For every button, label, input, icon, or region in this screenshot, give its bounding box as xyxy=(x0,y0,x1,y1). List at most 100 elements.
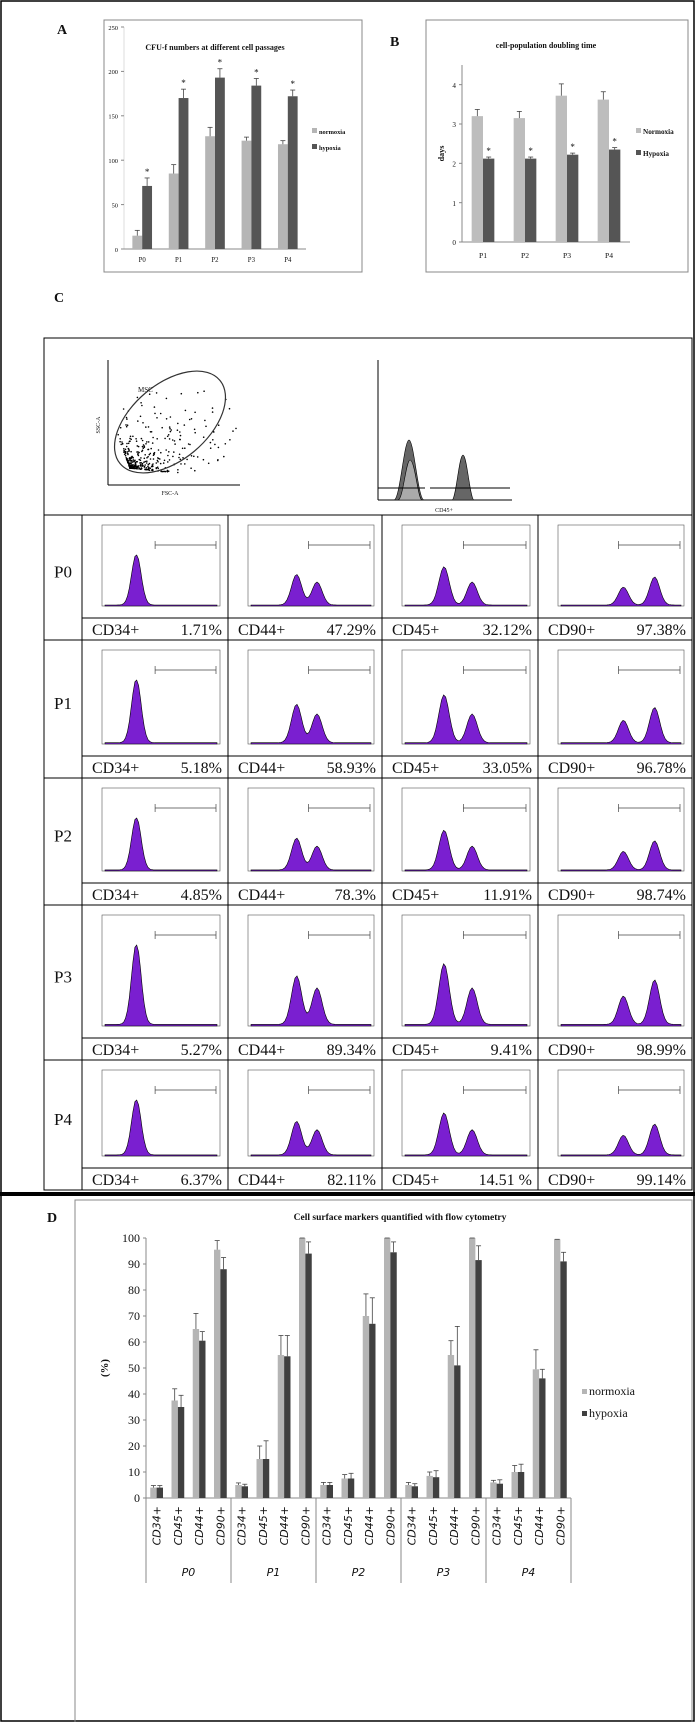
marker-percent: 9.41% xyxy=(491,1042,532,1059)
scatter-dot xyxy=(160,452,162,454)
scatter-dot xyxy=(194,412,196,414)
marker-label: CD45+ xyxy=(392,1042,439,1059)
bar xyxy=(193,1329,199,1498)
scatter-dot xyxy=(214,444,216,446)
scatter-dot xyxy=(144,469,146,471)
y-tick-label: 2 xyxy=(452,160,456,168)
panel-label: B xyxy=(390,35,399,50)
bar xyxy=(363,1316,369,1498)
x-tick-label: CD34+ xyxy=(151,1506,164,1545)
scatter-dot xyxy=(212,439,214,441)
scatter-dot xyxy=(131,465,133,467)
scatter-dot xyxy=(145,426,147,428)
marker-label: CD34+ xyxy=(92,760,139,777)
chart-title: CFU-f numbers at different cell passages xyxy=(145,43,284,52)
x-tick-label: P2 xyxy=(521,251,529,260)
scatter-dot xyxy=(133,461,135,463)
x-tick-label: P1 xyxy=(175,257,182,264)
scatter-dot xyxy=(150,467,152,469)
y-tick-label: 4 xyxy=(452,82,456,90)
marker-percent: 82.11% xyxy=(327,1172,376,1189)
marker-label: CD45+ xyxy=(392,1172,439,1189)
scatter-dot xyxy=(161,471,163,473)
x-tick-label: P2 xyxy=(211,257,219,264)
scatter-dot xyxy=(157,460,159,462)
bar xyxy=(284,1356,290,1498)
scatter-dot xyxy=(119,441,121,443)
x-tick-label: CD90+ xyxy=(469,1506,482,1545)
scatter-dot xyxy=(135,466,137,468)
scatter-dot xyxy=(126,417,128,419)
scatter-dot xyxy=(145,443,147,445)
y-tick-label: 50 xyxy=(112,202,118,209)
y-tick-label: 150 xyxy=(108,114,118,121)
scatter-dot xyxy=(130,458,132,460)
scatter-dot xyxy=(189,419,191,421)
axis-label: CD45+ xyxy=(435,508,453,514)
scatter-dot xyxy=(126,443,128,445)
scatter-dot xyxy=(157,468,159,470)
histogram-peak xyxy=(405,567,527,606)
x-tick-label: CD34+ xyxy=(236,1506,249,1545)
histogram-peak xyxy=(405,964,527,1026)
scatter-dot xyxy=(141,438,143,440)
scatter-dot xyxy=(167,461,169,463)
scatter-dot xyxy=(130,436,132,438)
scatter-dot xyxy=(146,462,148,464)
scatter-dot xyxy=(178,457,180,459)
bar xyxy=(220,1269,226,1498)
scatter-dot xyxy=(229,408,231,410)
page: {"panel_labels": ["A", "B", "C", "D"], "… xyxy=(0,0,695,1727)
y-tick-label: 30 xyxy=(128,1413,140,1427)
chart-title: Cell surface markers quantified with flo… xyxy=(294,1213,507,1223)
scatter-dot xyxy=(137,453,139,455)
scatter-dot xyxy=(152,437,154,439)
y-tick-label: 40 xyxy=(128,1387,140,1401)
y-tick-label: 60 xyxy=(128,1335,140,1349)
bar xyxy=(142,186,152,249)
bar xyxy=(384,1238,390,1498)
scatter-dot xyxy=(128,460,130,462)
scatter-dot xyxy=(138,446,140,448)
scatter-dot xyxy=(130,451,132,453)
scatter-dot xyxy=(174,440,176,442)
group-label: P3 xyxy=(437,1566,451,1579)
x-tick-label: P3 xyxy=(248,257,256,264)
scatter-dot xyxy=(159,458,161,460)
scatter-dot xyxy=(186,459,188,461)
marker-label: CD44+ xyxy=(238,1042,285,1059)
scatter-dot xyxy=(169,426,171,428)
significance-mark: * xyxy=(254,68,259,78)
y-tick-label: 0 xyxy=(452,239,456,247)
marker-percent: 78.3% xyxy=(335,887,376,904)
bar xyxy=(469,1238,475,1498)
scatter-dot xyxy=(129,467,131,469)
scatter-dot xyxy=(163,462,165,464)
x-tick-label: P4 xyxy=(284,257,292,264)
group-label: P1 xyxy=(267,1566,281,1579)
bar xyxy=(433,1477,439,1498)
row-label: P1 xyxy=(54,694,72,713)
bar xyxy=(199,1341,205,1498)
scatter-dot xyxy=(156,417,158,419)
bar xyxy=(327,1485,333,1498)
scatter-dot xyxy=(232,430,234,432)
legend-swatch xyxy=(582,1411,587,1416)
scatter-dot xyxy=(177,472,179,474)
panel-label: A xyxy=(57,23,68,38)
scatter-dot xyxy=(156,462,158,464)
scatter-dot xyxy=(225,443,227,445)
histogram-peak xyxy=(405,695,527,744)
scatter-dot xyxy=(126,426,128,428)
marker-percent: 97.38% xyxy=(637,622,686,639)
scatter-dot xyxy=(117,434,119,436)
scatter-dot xyxy=(132,464,134,466)
bar xyxy=(257,1459,263,1498)
bar xyxy=(554,1239,560,1498)
legend-swatch xyxy=(312,144,317,149)
marker-label: CD34+ xyxy=(92,622,139,639)
bar xyxy=(214,1250,220,1498)
scatter-dot xyxy=(137,420,139,422)
marker-percent: 58.93% xyxy=(327,760,376,777)
significance-mark: * xyxy=(528,146,533,156)
